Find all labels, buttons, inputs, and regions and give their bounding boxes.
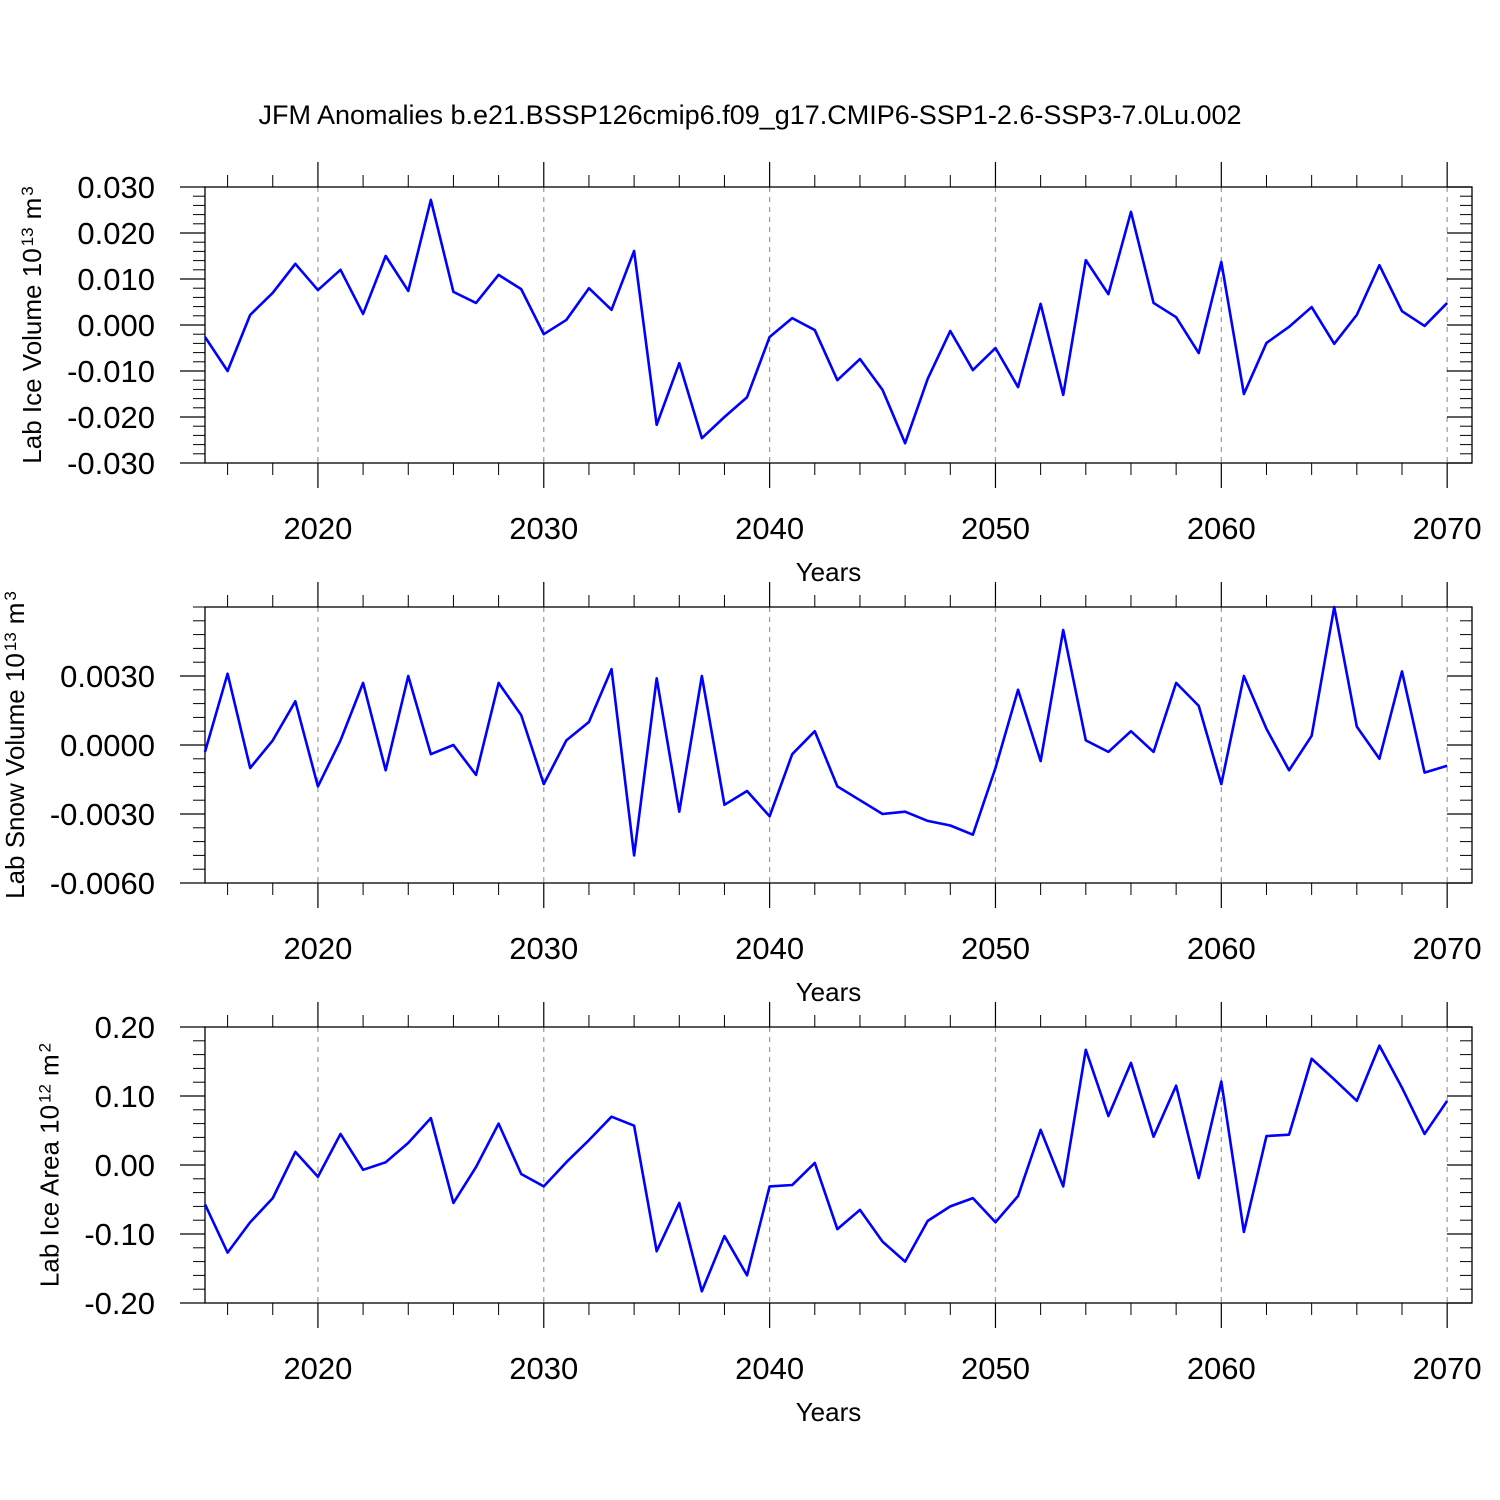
data-line (203, 198, 1449, 445)
y-tick-label: -0.20 (84, 1286, 155, 1321)
label-text: Lab Snow Volume 10 (0, 653, 30, 899)
y-tick-label: -0.10 (84, 1217, 155, 1252)
x-tick-label: 2070 (1413, 1351, 1482, 1386)
x-tick-label: 2050 (961, 931, 1030, 966)
x-tick-label: 2070 (1413, 931, 1482, 966)
x-tick-label: 2050 (961, 511, 1030, 546)
x-tick-label: 2030 (509, 511, 578, 546)
panel: 2020 2030 2040 2050 2060 2070 Years 0.0030 0.000… (0, 582, 1482, 1007)
label-text: m (17, 198, 47, 220)
x-tick-label: 2020 (283, 931, 352, 966)
y-tick-label: -0.020 (67, 400, 155, 435)
label-superscript: 2 (36, 1043, 55, 1052)
label-superscript: 13 (1, 632, 20, 651)
x-axis-label: Years (796, 557, 862, 587)
y-axis-label: Lab Ice Area 10 12 m 2 (34, 1043, 64, 1287)
chart-title: JFM Anomalies b.e21.BSSP126cmip6.f09_g17… (258, 100, 1241, 130)
label-text: m (0, 603, 30, 625)
x-tick-label: 2060 (1187, 1351, 1256, 1386)
y-tick-label: 0.020 (77, 216, 155, 251)
x-tick-label: 2050 (961, 1351, 1030, 1386)
x-tick-label: 2040 (735, 931, 804, 966)
x-tick-label: 2020 (283, 1351, 352, 1386)
y-tick-label: 0.0000 (60, 728, 155, 763)
label-superscript: 12 (36, 1084, 55, 1103)
x-axis-label: Years (796, 1397, 862, 1427)
data-line (203, 605, 1448, 857)
y-axis-label: Lab Ice Volume 10 13 m 3 (17, 186, 47, 463)
x-tick-label: 2070 (1413, 511, 1482, 546)
data-line (203, 1044, 1449, 1293)
x-axis-label: Years (796, 977, 862, 1007)
x-tick-label: 2030 (509, 931, 578, 966)
y-tick-label: 0.010 (77, 262, 155, 297)
x-tick-label: 2060 (1187, 511, 1256, 546)
panel: 2020 2030 2040 2050 2060 2070 Years 0.030 0.020 0… (17, 162, 1482, 587)
plot-frame (204, 606, 1473, 884)
y-tick-label: 0.20 (95, 1010, 155, 1045)
label-text: Lab Ice Volume 10 (17, 248, 47, 463)
x-tick-label: 2040 (735, 1351, 804, 1386)
panel: 2020 2030 2040 2050 2060 2070 Years 0.20 0.10 0.0… (34, 1002, 1482, 1427)
plot-frame (204, 186, 1473, 464)
label-text: m (34, 1054, 64, 1076)
y-tick-label: 0.000 (77, 308, 155, 343)
y-tick-label: 0.10 (95, 1079, 155, 1114)
x-tick-label: 2040 (735, 511, 804, 546)
label-superscript: 3 (18, 186, 37, 195)
x-tick-label: 2060 (1187, 931, 1256, 966)
y-tick-label: 0.0030 (60, 659, 155, 694)
y-tick-label: -0.010 (67, 354, 155, 389)
label-superscript: 13 (18, 227, 37, 246)
y-tick-label: 0.030 (77, 170, 155, 205)
y-tick-label: -0.0060 (50, 866, 155, 901)
label-text: Lab Ice Area 10 (34, 1105, 64, 1287)
y-tick-label: 0.00 (95, 1148, 155, 1183)
x-tick-label: 2030 (509, 1351, 578, 1386)
plot-frame (204, 1026, 1473, 1304)
y-tick-label: -0.030 (67, 446, 155, 481)
label-superscript: 3 (1, 591, 20, 600)
x-tick-label: 2020 (283, 511, 352, 546)
y-axis-label: Lab Snow Volume 10 13 m 3 (0, 591, 30, 899)
y-tick-label: -0.0030 (50, 797, 155, 832)
